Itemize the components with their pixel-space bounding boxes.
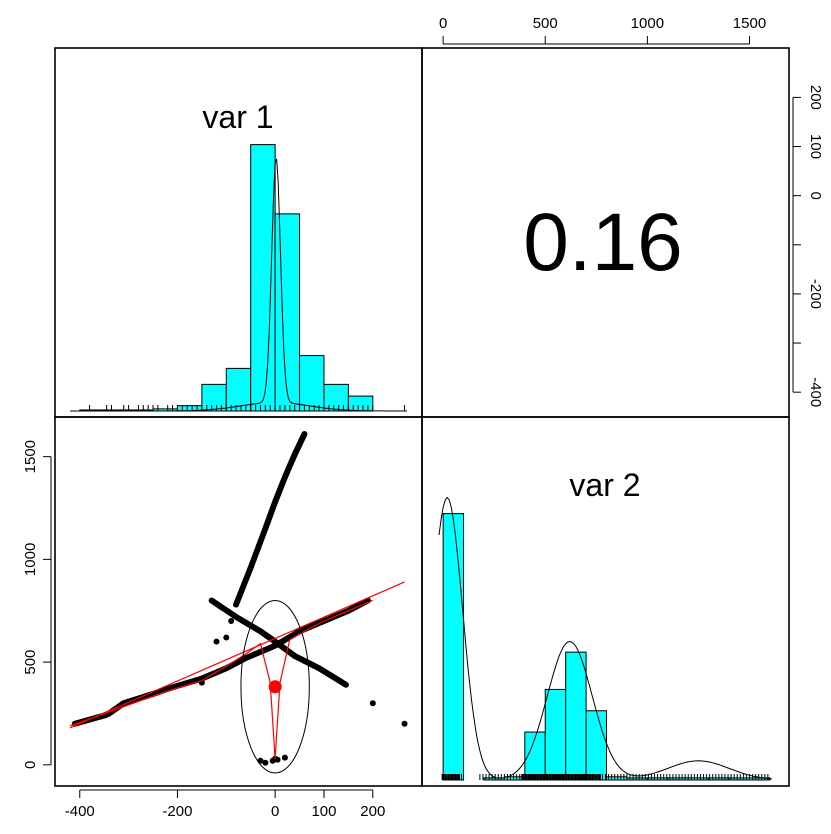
- scatter-point: [369, 700, 376, 707]
- var1-hist-bar: [323, 383, 349, 412]
- var1-hist-bar: [201, 383, 227, 412]
- x-tick-label: 0: [271, 803, 279, 820]
- regression-line: [69, 581, 405, 729]
- centroid-point: [268, 680, 282, 694]
- scatter-point: [262, 759, 269, 766]
- var1-hist-bar: [250, 144, 276, 412]
- top-tick-label: 500: [533, 15, 558, 32]
- scatter-point: [342, 681, 349, 688]
- var1-histogram: [70, 144, 407, 412]
- right-tick-label: 100: [807, 134, 824, 159]
- scatter-point: [213, 638, 220, 645]
- scatter-point: [223, 634, 230, 641]
- var1-label: var 1: [202, 99, 273, 135]
- var2-histogram: [438, 496, 773, 781]
- scatter-point: [274, 756, 281, 763]
- y-tick-label: 0: [22, 761, 39, 769]
- y-tick-label: 500: [22, 650, 39, 675]
- scatter-points: [69, 431, 408, 774]
- y-tick-label: 1000: [22, 543, 39, 576]
- scatter-point: [257, 757, 264, 764]
- panel-var2-hist: [421, 416, 790, 787]
- var2-density-curve: [438, 496, 773, 780]
- var2-hist-bar: [442, 513, 465, 781]
- loess-curve: [69, 599, 374, 759]
- x-tick-label: -400: [65, 803, 95, 820]
- var1-hist-bar: [299, 355, 325, 412]
- var1-hist-bar: [347, 395, 374, 412]
- var2-hist-bar: [565, 651, 587, 781]
- var2-hist-bar: [585, 710, 608, 781]
- right-tick-label: 0: [807, 191, 824, 199]
- scatter-point: [401, 720, 408, 727]
- scatter-point: [281, 754, 288, 761]
- top-tick-label: 1500: [733, 15, 766, 32]
- scatter-point: [228, 618, 235, 625]
- y-tick-label: 1500: [22, 440, 39, 473]
- x-tick-label: -200: [162, 803, 192, 820]
- scatter-point: [301, 431, 308, 438]
- var1-hist-bar: [274, 213, 301, 412]
- var1-hist-bar: [225, 367, 252, 412]
- correlation-value: 0.16: [523, 197, 683, 288]
- x-tick-label: 100: [311, 803, 336, 820]
- right-tick-label: -200: [807, 279, 824, 309]
- x-tick-label: 200: [360, 803, 385, 820]
- var2-label: var 2: [569, 467, 640, 503]
- var2-hist-bar: [544, 688, 567, 781]
- top-tick-label: 0: [439, 15, 447, 32]
- right-tick-label: 200: [807, 85, 824, 110]
- data-ellipse: [240, 599, 310, 774]
- right-tick-label: -400: [807, 377, 824, 407]
- top-tick-label: 1000: [631, 15, 664, 32]
- var1-density-curve: [70, 158, 407, 412]
